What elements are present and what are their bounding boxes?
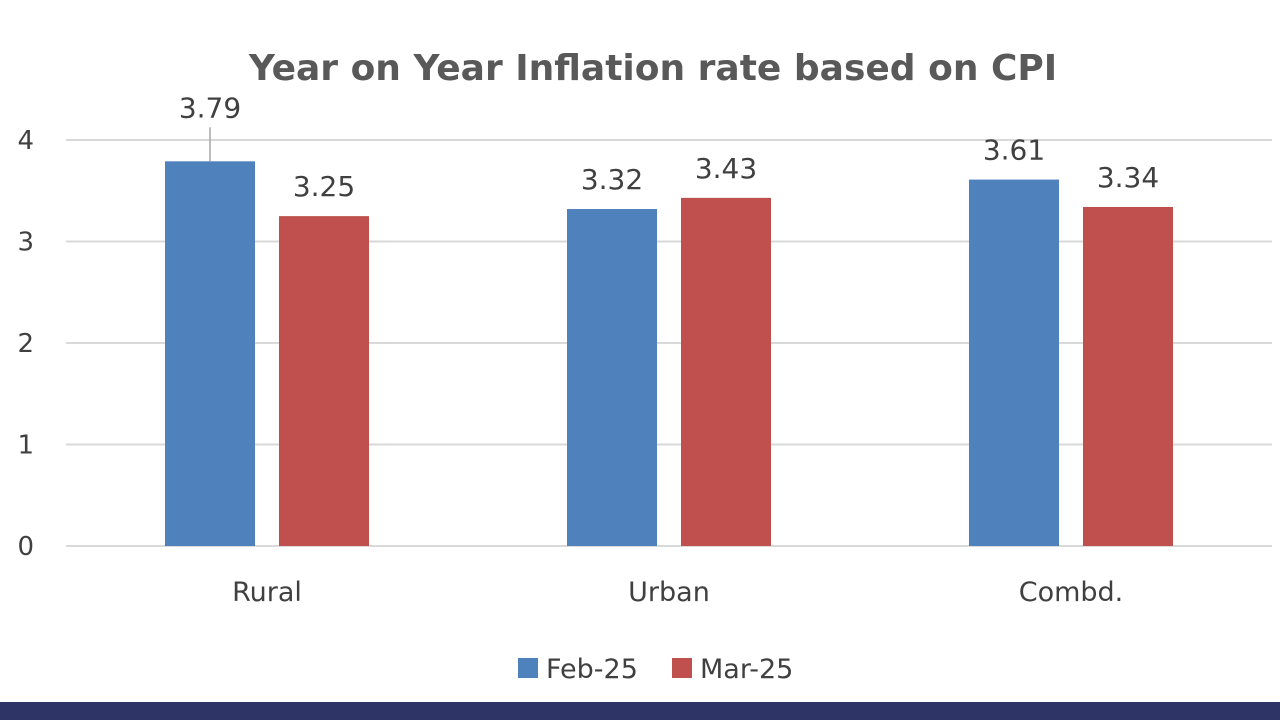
- data-label-mar-rural: 3.25: [293, 170, 355, 203]
- y-tick-label-1: 1: [17, 431, 34, 461]
- legend-swatch-mar-25: [672, 658, 692, 678]
- category-label-combd: Combd.: [1019, 577, 1124, 608]
- legend-label-mar-25: Mar-25: [700, 654, 793, 685]
- bar-feb-25-urban: [567, 209, 657, 546]
- legend: Feb-25 Mar-25: [518, 654, 793, 685]
- bar-mar-25-combd: [1083, 206, 1173, 547]
- chart-title: Year on Year Inflation rate based on CPI: [248, 48, 1057, 89]
- gridlines: [66, 139, 1272, 547]
- category-label-rural: Rural: [232, 577, 302, 608]
- y-tick-label-4: 4: [17, 126, 34, 156]
- data-labels: 3.79 3.32 3.61 3.25 3.43 3.34: [179, 91, 1159, 203]
- x-axis-categories: Rural Urban Combd.: [232, 577, 1123, 608]
- data-label-mar-combd: 3.34: [1097, 161, 1159, 194]
- bar-mar-25-urban: [681, 197, 771, 547]
- bar-feb-25-combd: [969, 179, 1059, 546]
- y-tick-label-0: 0: [17, 532, 34, 562]
- data-label-mar-urban: 3.43: [695, 152, 757, 185]
- bottom-band: [0, 702, 1280, 720]
- bar-mar-25-rural: [279, 216, 369, 546]
- y-tick-label-3: 3: [17, 228, 34, 258]
- y-axis-ticks: 0 1 2 3 4: [17, 126, 34, 562]
- legend-label-feb-25: Feb-25: [546, 654, 638, 685]
- y-tick-label-2: 2: [17, 329, 34, 359]
- data-label-feb-rural: 3.79: [179, 91, 241, 124]
- bar-chart: Year on Year Inflation rate based on CPI…: [17, 48, 1272, 685]
- data-label-feb-urban: 3.32: [581, 163, 643, 196]
- bar-feb-25-rural: [165, 161, 255, 546]
- bars: [165, 127, 1173, 547]
- data-label-feb-combd: 3.61: [983, 134, 1045, 167]
- legend-swatch-feb-25: [518, 658, 538, 678]
- category-label-urban: Urban: [628, 577, 710, 608]
